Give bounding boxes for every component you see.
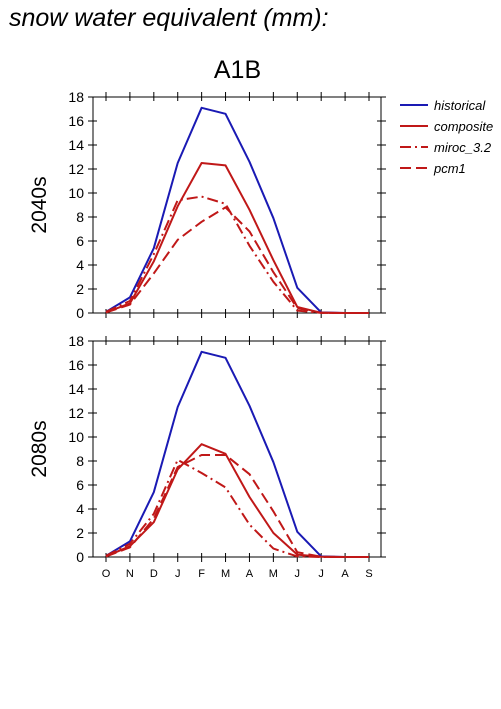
y-tick-label: 0 [76,549,84,565]
legend-label-pcm1: pcm1 [433,161,466,176]
panel-label-2040s: 2040s [28,176,51,233]
y-tick-label: 4 [76,257,84,273]
y-tick-label: 14 [68,137,84,153]
series-historical [105,106,369,314]
x-tick-label: N [126,568,134,580]
y-tick-label: 8 [76,453,84,469]
y-tick-label: 16 [68,357,84,373]
series-composite [105,443,369,558]
y-tick-label: 2 [76,281,84,297]
plot-frame [92,340,382,558]
y-tick-label: 16 [68,113,84,129]
series-miroc-3-2 [105,195,369,314]
series-pcm1 [105,454,369,558]
legend-label-composite: composite [434,119,493,134]
panel-label-2080s: 2080s [28,420,51,477]
plot-frame [92,96,382,314]
y-tick-label: 18 [68,89,84,105]
y-tick-label: 6 [76,233,84,249]
series-historical [105,350,369,558]
x-tick-label: D [150,568,158,580]
legend: historical composite miroc_3.2 pcm1 [400,98,493,176]
panel-2040s: 0 2 4 6 8 10 12 14 16 18 2040s [28,89,386,321]
x-tick-label: J [175,568,181,580]
y-tick-label: 2 [76,525,84,541]
page-title: snow water equivalent (mm): [9,4,329,32]
legend-label-historical: historical [434,98,486,113]
series-pcm1 [105,206,369,314]
legend-label-miroc-3-2: miroc_3.2 [434,140,492,155]
y-tick-label: 10 [68,429,84,445]
x-tick-label: M [221,568,230,580]
series-composite [105,162,369,314]
x-tick-label: A [246,568,254,580]
x-tick-label: J [295,568,301,580]
x-tick-label: O [102,568,111,580]
y-tick-label: 14 [68,381,84,397]
y-tick-label: 8 [76,209,84,225]
y-tick-label: 18 [68,333,84,349]
y-tick-label: 4 [76,501,84,517]
y-tick-label: 0 [76,305,84,321]
x-tick-label: J [318,568,324,580]
y-tick-label: 12 [68,405,84,421]
x-tick-label: F [198,568,205,580]
x-tick-label: M [269,568,278,580]
y-tick-label: 10 [68,185,84,201]
x-tick-label: A [341,568,349,580]
y-tick-label: 6 [76,477,84,493]
scenario-title: A1B [213,56,262,84]
panel-2080s: 0 2 4 6 8 10 12 14 16 18 O N D J F M A M J J A S 2080s [28,333,386,580]
x-tick-label: S [365,568,372,580]
y-tick-label: 12 [68,161,84,177]
